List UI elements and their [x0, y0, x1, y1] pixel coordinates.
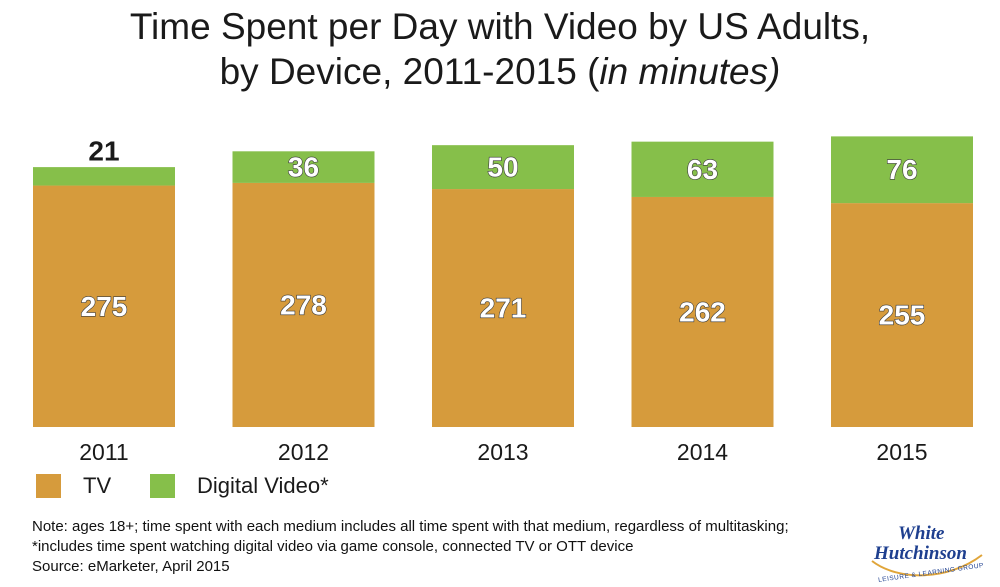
data-label-digital-video-2013: 50	[487, 152, 518, 183]
x-tick-label-2012: 2012	[278, 439, 329, 465]
title-line-2-plain: by Device, 2011-2015 (	[219, 51, 600, 92]
bar-tv-2012	[232, 182, 375, 427]
data-label-tv-2014: 262	[679, 296, 726, 327]
bar-tv-2015	[831, 203, 973, 427]
chart-notes: Note: ages 18+; time spent with each med…	[32, 517, 912, 577]
legend-item-tv: TV	[36, 471, 111, 501]
data-label-digital-video-2014: 63	[687, 154, 718, 185]
legend-swatch-digital-video	[150, 474, 175, 498]
x-tick-label-2011: 2011	[79, 439, 128, 465]
bar-tv-2013	[432, 189, 574, 427]
data-label-tv-2011: 275	[81, 291, 128, 322]
bar-tv-2011	[33, 185, 175, 427]
x-tick-label-2013: 2013	[477, 439, 528, 465]
title-line-2: by Device, 2011-2015 (in minutes)	[0, 49, 1000, 94]
data-label-tv-2015: 255	[879, 300, 926, 331]
bar-digital-video-2013	[432, 145, 574, 190]
legend-swatch-tv	[36, 474, 61, 498]
x-tick-label-2014: 2014	[677, 439, 728, 465]
chart-title: Time Spent per Day with Video by US Adul…	[0, 4, 1000, 94]
title-line-2-italic: in minutes)	[599, 51, 781, 92]
bar-digital-video-2014	[631, 141, 774, 197]
logo-line-2: Hutchinson	[873, 543, 967, 564]
white-hutchinson-logo: White Hutchinson LEISURE & LEARNING GROU…	[871, 523, 984, 583]
legend-item-digital-video: Digital Video*	[150, 471, 329, 501]
bar-tv-2014	[631, 196, 774, 427]
chart-legend: TV Digital Video*	[0, 471, 1000, 501]
note-line-2: *includes time spent watching digital vi…	[32, 538, 634, 555]
title-line-1: Time Spent per Day with Video by US Adul…	[129, 6, 871, 47]
x-tick-label-2015: 2015	[876, 439, 927, 465]
data-label-digital-video-2012: 36	[288, 152, 319, 183]
legend-label-tv: TV	[83, 473, 112, 498]
note-line-1: Note: ages 18+; time spent with each med…	[32, 518, 789, 535]
bar-digital-video-2011	[33, 167, 175, 186]
logo-swoosh	[871, 554, 983, 577]
data-label-tv-2013: 271	[480, 293, 527, 324]
data-label-tv-2012: 278	[280, 289, 327, 320]
legend-label-digital-video: Digital Video*	[197, 473, 329, 498]
bar-digital-video-2012	[232, 151, 375, 183]
bar-digital-video-2015	[831, 136, 973, 204]
source-line: Source: eMarketer, April 2015	[32, 558, 230, 575]
data-label-digital-video-2015: 76	[886, 154, 917, 185]
data-label-digital-video-2011: 21	[88, 136, 119, 167]
logo-line-1: White	[898, 523, 945, 544]
stacked-bar-chart: 275 21 2011 278 36 2012 271 50 2013 262 63 2014 255 7…	[33, 136, 973, 465]
